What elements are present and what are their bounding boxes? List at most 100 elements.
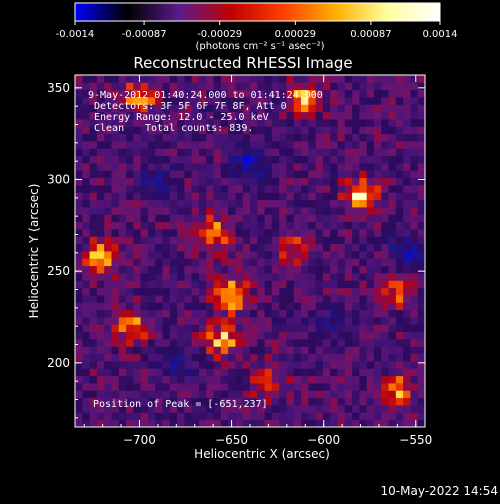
heatmap-cell bbox=[395, 405, 404, 413]
heatmap-cell bbox=[169, 258, 178, 267]
heatmap-cell bbox=[235, 419, 244, 427]
heatmap-cell bbox=[373, 317, 382, 325]
heatmap-cell bbox=[104, 126, 112, 135]
heatmap-cell bbox=[104, 177, 112, 186]
heatmap-cell bbox=[344, 273, 353, 281]
heatmap-cell bbox=[220, 148, 229, 157]
heatmap-cell bbox=[264, 346, 273, 355]
heatmap-cell bbox=[82, 324, 90, 333]
heatmap-cell bbox=[417, 390, 425, 399]
heatmap-cell bbox=[96, 163, 105, 171]
heatmap-cell bbox=[344, 119, 353, 127]
heatmap-cell bbox=[286, 199, 295, 208]
heatmap-cell bbox=[228, 236, 236, 245]
heatmap-cell bbox=[155, 273, 163, 281]
heatmap-cell bbox=[403, 346, 411, 355]
heatmap-cell bbox=[147, 390, 156, 399]
heatmap-cell bbox=[242, 397, 251, 406]
heatmap-cell bbox=[104, 339, 112, 347]
heatmap-cell bbox=[242, 302, 251, 311]
heatmap-cell bbox=[301, 280, 309, 289]
heatmap-cell bbox=[235, 251, 244, 259]
heatmap-cell bbox=[82, 229, 90, 237]
heatmap-cell bbox=[308, 258, 317, 267]
heatmap-cell bbox=[359, 133, 368, 142]
heatmap-cell bbox=[257, 295, 265, 303]
heatmap-cell bbox=[417, 331, 425, 340]
heatmap-cell bbox=[96, 353, 105, 362]
heatmap-cell bbox=[410, 185, 419, 193]
heatmap-cell bbox=[271, 155, 280, 164]
heatmap-cell bbox=[359, 287, 368, 296]
heatmap-cell bbox=[228, 324, 236, 333]
heatmap-cell bbox=[162, 265, 171, 274]
heatmap-cell bbox=[257, 155, 265, 164]
heatmap-cell bbox=[410, 141, 419, 149]
heatmap-cell bbox=[213, 368, 222, 377]
heatmap-cell bbox=[359, 412, 368, 421]
heatmap-cell bbox=[169, 375, 178, 384]
heatmap-cell bbox=[96, 324, 105, 333]
heatmap-cell bbox=[169, 236, 178, 245]
heatmap-cell bbox=[293, 265, 302, 274]
heatmap-cell bbox=[366, 192, 375, 201]
heatmap-cell bbox=[177, 309, 185, 318]
heatmap-cell bbox=[381, 82, 389, 91]
heatmap-cell bbox=[220, 295, 229, 303]
heatmap-cell bbox=[250, 75, 258, 83]
heatmap-cell bbox=[388, 390, 397, 399]
heatmap-cell bbox=[191, 111, 200, 120]
heatmap-cell bbox=[118, 97, 127, 105]
heatmap-cell bbox=[315, 324, 324, 333]
heatmap-cell bbox=[330, 317, 338, 325]
colorbar-tick-label: 0.00087 bbox=[350, 29, 391, 40]
heatmap-cell bbox=[286, 177, 295, 186]
heatmap-cell bbox=[155, 309, 163, 318]
heatmap-cell bbox=[279, 302, 287, 311]
heatmap-cell bbox=[169, 155, 178, 164]
heatmap-cell bbox=[250, 119, 258, 127]
heatmap-cell bbox=[330, 412, 338, 421]
heatmap-cell bbox=[337, 89, 346, 98]
heatmap-cell bbox=[198, 258, 207, 267]
heatmap-cell bbox=[301, 170, 309, 179]
heatmap-cell bbox=[118, 324, 127, 333]
heatmap-cell bbox=[191, 214, 200, 223]
heatmap-cell bbox=[344, 375, 353, 384]
heatmap-cell bbox=[140, 287, 149, 296]
heatmap-cell bbox=[250, 375, 258, 384]
heatmap-cell bbox=[344, 89, 353, 98]
heatmap-cell bbox=[206, 287, 214, 296]
heatmap-cell bbox=[75, 229, 83, 237]
heatmap-cell bbox=[366, 324, 375, 333]
heatmap-cell bbox=[395, 302, 404, 311]
heatmap-cell bbox=[293, 133, 302, 142]
colorbar: -0.0014 -0.00087 -0.00029 0.00029 0.00087 0.0… bbox=[56, 2, 458, 52]
heatmap-cell bbox=[75, 383, 83, 391]
heatmap-cell bbox=[177, 368, 185, 377]
heatmap-cell bbox=[352, 133, 360, 142]
heatmap-cell bbox=[388, 141, 397, 149]
heatmap-cell bbox=[169, 324, 178, 333]
heatmap-cell bbox=[118, 141, 127, 149]
heatmap-cell bbox=[96, 273, 105, 281]
heatmap-cell bbox=[242, 353, 251, 362]
heatmap-cell bbox=[75, 207, 83, 215]
heatmap-cell bbox=[220, 214, 229, 223]
heatmap-cell bbox=[235, 214, 244, 223]
heatmap-cell bbox=[352, 287, 360, 296]
heatmap-cell bbox=[322, 324, 331, 333]
heatmap-cell bbox=[271, 251, 280, 259]
heatmap-cell bbox=[184, 339, 193, 347]
heatmap-cell bbox=[301, 82, 309, 91]
heatmap-cell bbox=[162, 383, 171, 391]
heatmap-cell bbox=[118, 104, 127, 113]
heatmap-cell bbox=[118, 390, 127, 399]
heatmap-cell bbox=[235, 397, 244, 406]
heatmap-cell bbox=[315, 185, 324, 193]
heatmap-cell bbox=[257, 383, 265, 391]
heatmap-cell bbox=[301, 361, 309, 369]
heatmap-cell bbox=[228, 133, 236, 142]
heatmap-cell bbox=[82, 390, 90, 399]
heatmap-cell bbox=[330, 405, 338, 413]
